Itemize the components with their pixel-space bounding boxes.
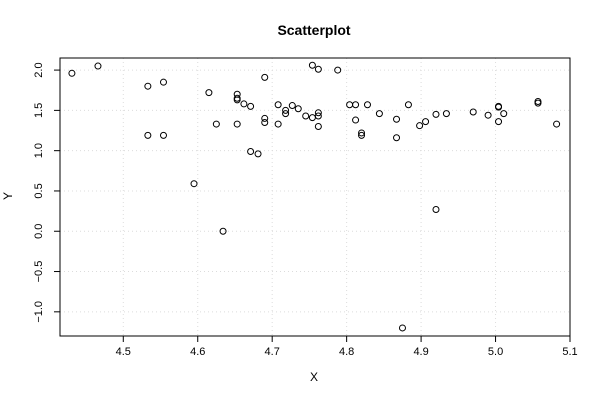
data-point (233, 120, 241, 128)
y-tick-label: 1.5 (33, 103, 45, 118)
data-point (442, 110, 450, 118)
x-tick-label: 4.8 (339, 346, 354, 358)
data-point (302, 112, 310, 120)
data-point (553, 120, 561, 128)
chart-title: Scatterplot (277, 22, 350, 38)
data-point (240, 100, 248, 108)
data-point (247, 147, 255, 155)
data-point (375, 110, 383, 118)
data-point (205, 89, 213, 97)
data-point (274, 120, 282, 128)
data-point (432, 110, 440, 118)
data-point (314, 112, 322, 120)
data-point (484, 111, 492, 119)
y-axis: −1.0 −0.5 0.0 0.5 1.0 1.5 2.0 (33, 62, 60, 323)
y-axis-label: Y (1, 192, 15, 200)
data-point (274, 101, 282, 109)
y-tick-label: 0.5 (33, 183, 45, 198)
data-point (495, 103, 503, 111)
data-point (308, 114, 316, 122)
data-point (261, 73, 269, 81)
y-tick-label: −1.0 (33, 301, 45, 323)
data-point (469, 108, 477, 116)
plot-area (59, 57, 571, 337)
data-points (68, 61, 561, 332)
data-point (416, 122, 424, 130)
data-point (534, 99, 542, 107)
data-point (190, 180, 198, 188)
data-point (288, 102, 296, 110)
x-axis-label: X (310, 370, 318, 384)
x-tick-label: 4.6 (190, 346, 205, 358)
data-point (352, 116, 360, 124)
data-point (144, 82, 152, 90)
x-tick-label: 5.1 (562, 346, 577, 358)
data-point (393, 134, 401, 142)
data-point (261, 114, 269, 122)
data-point (346, 101, 354, 109)
data-point (352, 101, 360, 109)
data-point (254, 150, 262, 158)
x-tick-label: 5.0 (488, 346, 503, 358)
data-point (247, 102, 255, 110)
data-point (500, 110, 508, 118)
data-point (94, 62, 102, 70)
data-point (314, 122, 322, 130)
data-point (282, 106, 290, 114)
x-tick-label: 4.5 (116, 346, 131, 358)
data-point (314, 65, 322, 73)
grid-lines (60, 58, 571, 336)
data-point (219, 227, 227, 235)
data-point (68, 69, 76, 77)
y-tick-label: 2.0 (33, 62, 45, 77)
data-point (334, 66, 342, 74)
y-tick-label: 1.0 (33, 143, 45, 158)
data-point (495, 118, 503, 126)
data-point (212, 120, 220, 128)
data-point (432, 205, 440, 213)
data-point (393, 115, 401, 123)
data-point (282, 110, 290, 118)
x-tick-label: 4.7 (265, 346, 280, 358)
data-point (308, 61, 316, 69)
data-point (159, 131, 167, 139)
x-axis: 4.5 4.6 4.7 4.8 4.9 5.0 5.1 (116, 336, 578, 358)
x-tick-label: 4.9 (413, 346, 428, 358)
data-point (233, 96, 241, 104)
y-tick-label: 0.0 (33, 224, 45, 239)
data-point (144, 131, 152, 139)
data-point (398, 324, 406, 332)
data-point (363, 101, 371, 109)
data-point (159, 78, 167, 86)
data-point (294, 105, 302, 113)
data-point (404, 101, 412, 109)
data-point (358, 129, 366, 137)
data-point (422, 118, 430, 126)
data-point (314, 109, 322, 117)
data-point (261, 118, 269, 126)
data-point (358, 131, 366, 139)
y-tick-label: −0.5 (33, 261, 45, 283)
